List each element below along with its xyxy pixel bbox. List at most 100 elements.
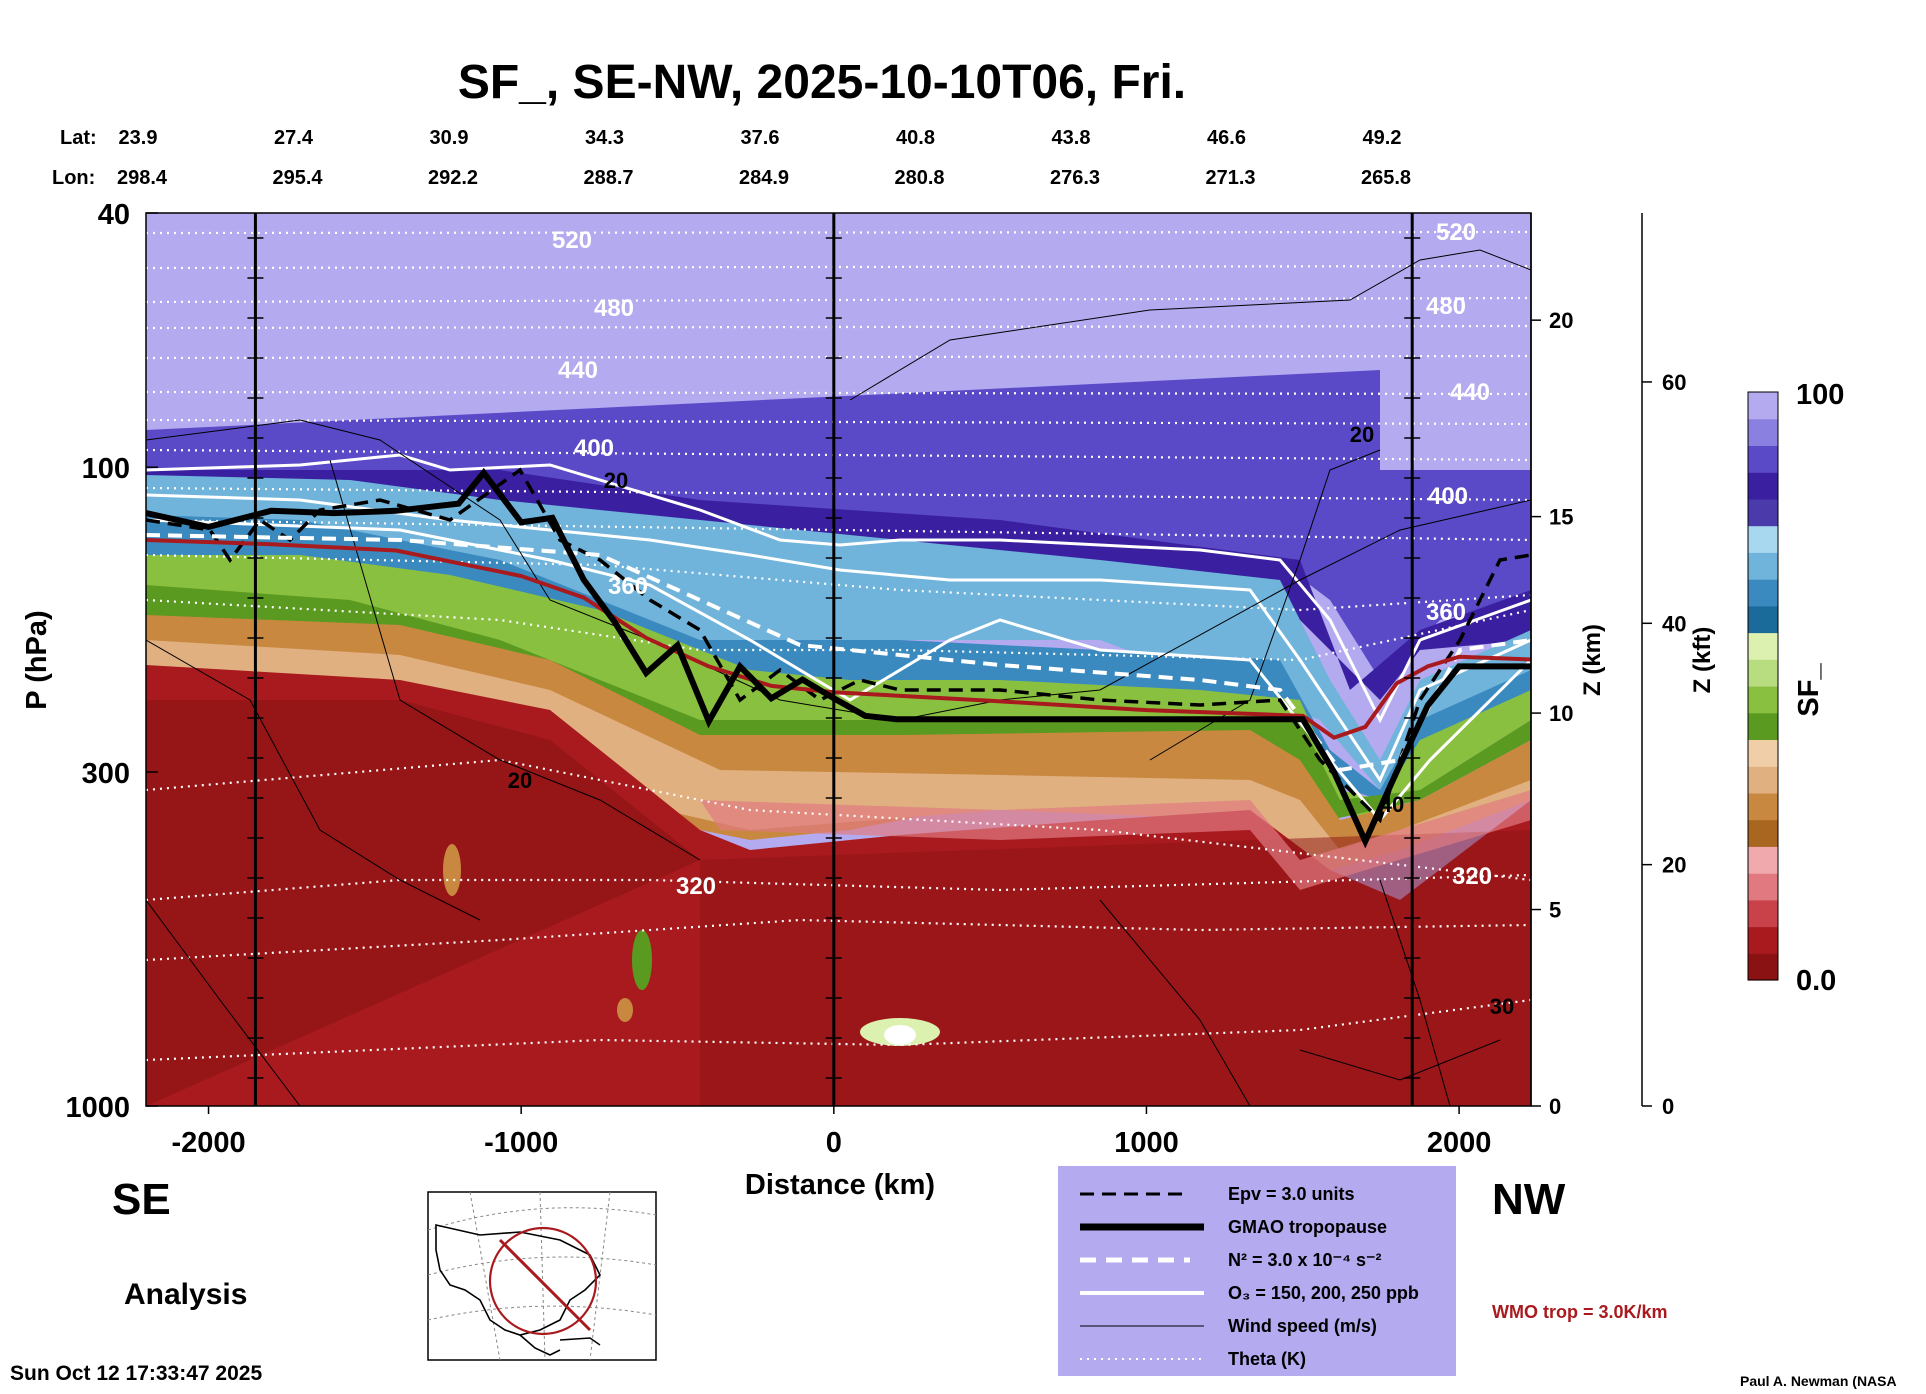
pink-strip (700, 790, 1531, 890)
theta-labels: 520 520 480 480 440 440 400 400 360 360 … (552, 219, 1492, 900)
colorbar-frame (1747, 391, 1779, 981)
caribbean-coast (559, 1337, 601, 1346)
lat-value: 37.6 (741, 127, 780, 149)
theta-label-440-b: 440 (1450, 379, 1490, 406)
lon-value: 276.3 (1050, 167, 1100, 189)
feature-blob-1 (443, 844, 461, 896)
wind-contour-8 (1099, 899, 1251, 1106)
theta-label-520: 520 (552, 227, 592, 254)
wind-label-1: 20 (604, 468, 628, 493)
colorbar-segment (1748, 498, 1778, 527)
inset-map (427, 1191, 657, 1361)
analysis-label: Analysis (124, 1278, 247, 1311)
colorbar-segment (1748, 579, 1778, 607)
legend-label-wind: Wind speed (m/s) (1228, 1316, 1377, 1336)
cross-section-path (498, 1238, 592, 1332)
feature-blob-5 (617, 998, 633, 1022)
colorbar-segment (1748, 552, 1778, 580)
dark-green-band (146, 585, 1531, 820)
theta-line-340 (146, 758, 1531, 882)
colorbar-segment (1748, 846, 1778, 874)
theta-label-320-b: 320 (1452, 863, 1492, 890)
lat-value: 23.9 (119, 127, 158, 149)
y-tick-label: 1000 (65, 1092, 130, 1124)
z-km-tick-label: 5 (1549, 898, 1561, 923)
ozone-line-200 (146, 493, 1531, 784)
y-tick-label: 300 (82, 758, 130, 790)
colorbar-segment (1748, 792, 1778, 821)
nw-direction-label: NW (1492, 1175, 1566, 1224)
colorbar-segment (1748, 472, 1778, 500)
wind-label-3: 20 (508, 768, 532, 793)
vertical-markers (247, 213, 1421, 1106)
se-direction-label: SE (112, 1175, 171, 1224)
north-america-coast (435, 1223, 601, 1336)
theta-line-360 (146, 598, 1531, 662)
gmao-tropopause-line (146, 467, 1531, 849)
wind-labels: 20 20 20 40 30 (508, 422, 1514, 1019)
z-km-tick-label: 10 (1549, 701, 1573, 726)
x-axis: -2000 -1000 0 1000 2000 (171, 1106, 1491, 1159)
legend-labels: Epv = 3.0 units GMAO tropopause N² = 3.0… (1228, 1184, 1419, 1369)
theta-label-400-b: 400 (1428, 483, 1468, 510)
ozone-line-250 (146, 453, 1531, 724)
y-axis: 40 100 300 1000 (65, 199, 158, 1124)
x-tick-label: 1000 (1114, 1127, 1179, 1159)
colorbar-segment (1748, 873, 1778, 901)
wind-contour-5 (146, 899, 301, 1106)
wind-label-4: 40 (1380, 792, 1404, 817)
wind-contour-1 (146, 419, 1531, 721)
feature-blob-4 (884, 1025, 916, 1045)
colorbar-segment (1748, 819, 1778, 847)
colorbar-segment (1748, 445, 1778, 473)
wind-label-5: 30 (1490, 994, 1514, 1019)
theta-label-480: 480 (594, 295, 634, 322)
z-km-axis: 20 15 10 5 0 (1530, 213, 1573, 1119)
colorbar-segment (1748, 418, 1778, 446)
colorbar (1748, 392, 1778, 981)
wmo-note-label: WMO trop = 3.0K/km (1492, 1302, 1668, 1322)
plot-area: 520 520 480 480 440 440 400 400 360 360 … (146, 213, 1531, 1106)
colorbar-segment (1748, 739, 1778, 767)
wind-contour-2 (329, 459, 701, 861)
central-america-coast (519, 1334, 561, 1356)
wind-contour-9 (1299, 1039, 1501, 1081)
colorbar-segment (1748, 926, 1778, 954)
ozone-contours (146, 453, 1531, 823)
legend: Epv = 3.0 units GMAO tropopause N² = 3.0… (1058, 1166, 1456, 1376)
troposphere-deep-red-2 (700, 830, 1531, 1106)
colorbar-segment (1748, 899, 1778, 928)
theta-label-440: 440 (558, 357, 598, 384)
theta-label-360-b: 360 (1426, 599, 1466, 626)
theta-label-520-b: 520 (1436, 219, 1476, 246)
z-km-tick-label: 20 (1549, 308, 1573, 333)
colorbar-segment (1748, 632, 1778, 660)
theta-label-480-b: 480 (1426, 293, 1466, 320)
y-axis-label: P (hPa) (21, 610, 53, 709)
lat-value: 30.9 (430, 127, 469, 149)
wind-contour-7 (1379, 879, 1451, 1106)
wind-contour-4 (849, 249, 1531, 401)
z-kft-tick-label: 0 (1662, 1094, 1674, 1119)
colorbar-segment (1748, 953, 1778, 981)
credit-label: Paul A. Newman (NASA (1740, 1373, 1897, 1389)
lat-label: Lat: (60, 127, 97, 149)
lon-value: 284.9 (739, 167, 789, 189)
lon-value: 298.4 (117, 167, 168, 189)
green-band (146, 555, 1531, 820)
legend-label-epv: Epv = 3.0 units (1228, 1184, 1355, 1204)
x-tick-label: -2000 (171, 1127, 245, 1159)
lat-value: 34.3 (585, 127, 624, 149)
wmo-tropopause-line (146, 538, 1531, 740)
feature-blob-2 (632, 930, 652, 990)
theta-label-360: 360 (608, 573, 648, 600)
troposphere-deep-red (146, 700, 700, 1106)
z-kft-axis-label: Z (kft) (1689, 627, 1716, 694)
legend-label-o3: O₃ = 150, 200, 250 ppb (1228, 1283, 1419, 1303)
y-tick-label: 40 (98, 199, 130, 231)
lon-value: 271.3 (1205, 167, 1255, 189)
theta-label-400: 400 (574, 435, 614, 462)
lon-label: Lon: (52, 167, 95, 189)
legend-label-n2: N² = 3.0 x 10⁻⁴ s⁻² (1228, 1250, 1381, 1270)
